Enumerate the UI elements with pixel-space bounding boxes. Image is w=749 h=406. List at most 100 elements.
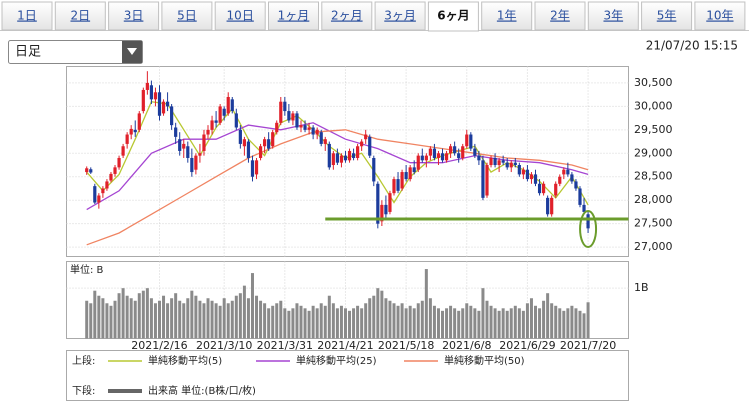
tab[interactable]: [268, 1, 319, 31]
volume-bar: [157, 300, 161, 339]
candle-body: [364, 134, 368, 140]
tab[interactable]: [321, 1, 373, 31]
volume-bar: [534, 305, 538, 339]
candle-body: [469, 134, 473, 149]
volume-bar: [513, 305, 517, 339]
candle-body: [497, 160, 501, 166]
x-tick-label: 2021/6/29: [499, 339, 555, 352]
candle-body: [537, 183, 542, 194]
tab-label[interactable]: 2日: [70, 9, 90, 23]
tab[interactable]: [587, 1, 639, 31]
x-tick-label: 2021/6/8: [442, 339, 491, 352]
tab[interactable]: [214, 1, 266, 31]
candle-body: [291, 113, 295, 121]
volume-bar: [89, 303, 93, 339]
dropdown[interactable]: 日足: [8, 40, 143, 64]
tab-label[interactable]: 5年: [657, 9, 677, 23]
candle-body: [311, 127, 315, 135]
tab-label[interactable]: 5日: [177, 9, 197, 23]
candle-body: [558, 176, 562, 184]
candle-body: [319, 132, 323, 144]
candle-body: [327, 143, 331, 168]
candle-body: [271, 132, 275, 147]
volume-bar: [85, 300, 89, 339]
tab[interactable]: [694, 1, 746, 31]
tab-label[interactable]: 6ヶ月: [437, 9, 469, 23]
candle-body: [339, 155, 344, 163]
volume-bar: [521, 310, 525, 339]
volume-bar: [376, 288, 380, 339]
volume-bar: [432, 305, 436, 339]
tab-label[interactable]: 3ヶ月: [384, 9, 416, 23]
candle-body: [295, 113, 299, 128]
volume-bar: [509, 308, 513, 339]
candle-body: [198, 153, 202, 156]
tab-label[interactable]: 1日: [17, 9, 37, 23]
volume-bar: [582, 313, 586, 339]
candle-body: [182, 143, 186, 149]
volume-bar: [461, 308, 465, 339]
volume-bar: [121, 288, 125, 339]
volume-bar: [162, 295, 166, 339]
candle-body: [194, 155, 198, 170]
tab-label[interactable]: 2ヶ月: [331, 9, 363, 23]
tab[interactable]: [374, 1, 426, 31]
volume-bar: [481, 288, 485, 339]
candle-body: [574, 181, 578, 189]
tab-label[interactable]: 3年: [603, 9, 623, 23]
legend-label: 出来高 単位:(B株/口/枚): [148, 384, 256, 397]
moving-average-line: [86, 122, 589, 211]
volume-bar: [485, 300, 489, 339]
tab-label[interactable]: 1年: [497, 9, 517, 23]
candle-body: [190, 157, 194, 173]
volume-bar: [420, 300, 424, 339]
dropdown-arrow: [127, 48, 137, 55]
candle-body: [307, 127, 311, 130]
candle-body: [101, 188, 105, 194]
volume-bar: [166, 303, 170, 339]
tab[interactable]: [641, 1, 693, 31]
candle-body: [210, 120, 214, 130]
volume-bar: [125, 295, 129, 339]
volume-bar: [360, 308, 364, 339]
tab-label[interactable]: 3日: [124, 9, 144, 23]
y-tick-label: 30,500: [634, 76, 673, 89]
candle-body: [351, 153, 356, 158]
candle-body: [586, 214, 590, 229]
tab[interactable]: [481, 1, 533, 31]
volume-bar: [93, 290, 97, 339]
candle-body: [283, 101, 287, 112]
tab-label[interactable]: 10年: [706, 9, 733, 23]
volume-bar: [178, 300, 182, 339]
tab-label[interactable]: 10日: [227, 9, 254, 23]
volume-bar: [174, 293, 178, 339]
candle-body: [161, 101, 166, 114]
candle-body: [396, 179, 400, 191]
candle-body: [533, 174, 538, 184]
highlight-circle: [579, 210, 598, 249]
dropdown-text[interactable]: 日足: [15, 45, 41, 60]
candle-body: [230, 99, 234, 112]
tab-label[interactable]: 1ヶ月: [278, 9, 310, 23]
volume-bar: [97, 295, 101, 339]
tab[interactable]: [54, 1, 106, 31]
volume-bar: [250, 273, 254, 339]
volume-bar: [428, 298, 432, 339]
candle-body: [473, 148, 477, 156]
legend-label: 単純移動平均(50): [444, 354, 525, 367]
candle-body: [347, 150, 352, 161]
dropdown-box[interactable]: [8, 40, 143, 64]
candle-body: [428, 148, 432, 156]
candle-body: [420, 155, 424, 161]
tab[interactable]: [1, 1, 53, 31]
tab[interactable]: [108, 1, 160, 31]
volume-bar: [436, 308, 440, 339]
tab[interactable]: [534, 1, 586, 31]
candle-body: [287, 111, 291, 121]
volume-bar: [190, 290, 194, 339]
tab-selected[interactable]: [427, 1, 479, 32]
volume-bar: [348, 310, 352, 339]
tab[interactable]: [161, 1, 213, 31]
tab-label[interactable]: 2年: [550, 9, 570, 23]
